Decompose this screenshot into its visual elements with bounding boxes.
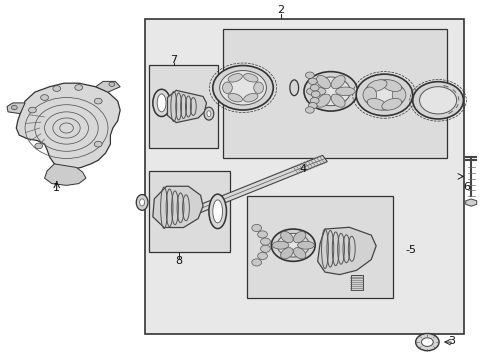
Circle shape xyxy=(310,85,319,91)
Ellipse shape xyxy=(297,241,314,249)
Circle shape xyxy=(260,245,270,252)
Ellipse shape xyxy=(362,87,376,103)
Circle shape xyxy=(53,86,61,91)
Ellipse shape xyxy=(227,94,242,102)
Circle shape xyxy=(75,85,82,90)
Text: 7: 7 xyxy=(170,55,177,65)
Circle shape xyxy=(305,72,314,78)
Circle shape xyxy=(109,82,115,86)
Text: 2: 2 xyxy=(277,5,284,15)
Polygon shape xyxy=(96,81,120,92)
Circle shape xyxy=(305,107,314,113)
Polygon shape xyxy=(16,83,120,169)
Text: 8: 8 xyxy=(175,256,182,266)
Ellipse shape xyxy=(335,87,354,96)
Ellipse shape xyxy=(280,248,292,259)
Ellipse shape xyxy=(136,194,148,210)
Ellipse shape xyxy=(272,241,288,249)
Circle shape xyxy=(412,82,463,119)
Circle shape xyxy=(271,229,315,261)
Polygon shape xyxy=(153,186,203,228)
Ellipse shape xyxy=(206,111,210,117)
Circle shape xyxy=(28,107,36,113)
Bar xyxy=(149,65,217,148)
Ellipse shape xyxy=(330,94,345,107)
Circle shape xyxy=(311,91,320,98)
Text: -5: -5 xyxy=(405,245,416,255)
Circle shape xyxy=(251,259,261,266)
Polygon shape xyxy=(465,199,476,206)
Polygon shape xyxy=(166,155,326,224)
Text: 6: 6 xyxy=(462,182,469,192)
Circle shape xyxy=(311,77,349,106)
Ellipse shape xyxy=(330,76,345,89)
Bar xyxy=(144,19,463,334)
Circle shape xyxy=(41,95,48,100)
Bar xyxy=(246,196,392,298)
Circle shape xyxy=(308,78,317,85)
Circle shape xyxy=(363,80,404,110)
Ellipse shape xyxy=(366,98,386,110)
Ellipse shape xyxy=(253,82,263,94)
Text: 3: 3 xyxy=(447,336,454,346)
Circle shape xyxy=(304,72,357,111)
Ellipse shape xyxy=(153,89,170,117)
Circle shape xyxy=(308,103,317,109)
Circle shape xyxy=(35,143,42,149)
Circle shape xyxy=(212,66,273,110)
Circle shape xyxy=(415,333,438,351)
Ellipse shape xyxy=(391,87,405,103)
Ellipse shape xyxy=(293,248,305,259)
Text: 4: 4 xyxy=(299,164,306,174)
Ellipse shape xyxy=(316,76,330,89)
Ellipse shape xyxy=(366,80,386,91)
Ellipse shape xyxy=(208,194,226,229)
Circle shape xyxy=(251,224,261,231)
Bar xyxy=(149,171,229,252)
Polygon shape xyxy=(167,90,206,123)
Ellipse shape xyxy=(157,94,165,112)
Ellipse shape xyxy=(381,80,401,91)
Circle shape xyxy=(260,238,270,245)
Circle shape xyxy=(257,252,267,260)
Ellipse shape xyxy=(222,82,232,94)
Text: 1: 1 xyxy=(53,183,60,193)
Circle shape xyxy=(257,231,267,238)
Bar xyxy=(350,275,362,290)
Circle shape xyxy=(419,87,456,114)
Ellipse shape xyxy=(381,98,401,110)
Circle shape xyxy=(355,74,412,116)
Ellipse shape xyxy=(243,94,258,102)
Circle shape xyxy=(219,71,266,105)
Ellipse shape xyxy=(243,73,258,82)
Bar xyxy=(222,30,446,158)
Ellipse shape xyxy=(227,73,242,82)
Ellipse shape xyxy=(306,87,325,96)
Circle shape xyxy=(421,338,432,346)
Circle shape xyxy=(310,98,319,104)
Ellipse shape xyxy=(280,231,292,243)
Polygon shape xyxy=(317,227,375,275)
Ellipse shape xyxy=(293,231,305,243)
Polygon shape xyxy=(44,164,86,185)
Ellipse shape xyxy=(212,200,222,223)
Circle shape xyxy=(11,105,17,110)
Circle shape xyxy=(94,98,102,104)
Polygon shape xyxy=(7,103,25,114)
Ellipse shape xyxy=(140,199,144,206)
Ellipse shape xyxy=(289,80,298,96)
Circle shape xyxy=(94,141,102,147)
Ellipse shape xyxy=(203,107,213,120)
Circle shape xyxy=(277,233,309,257)
Ellipse shape xyxy=(316,94,330,107)
